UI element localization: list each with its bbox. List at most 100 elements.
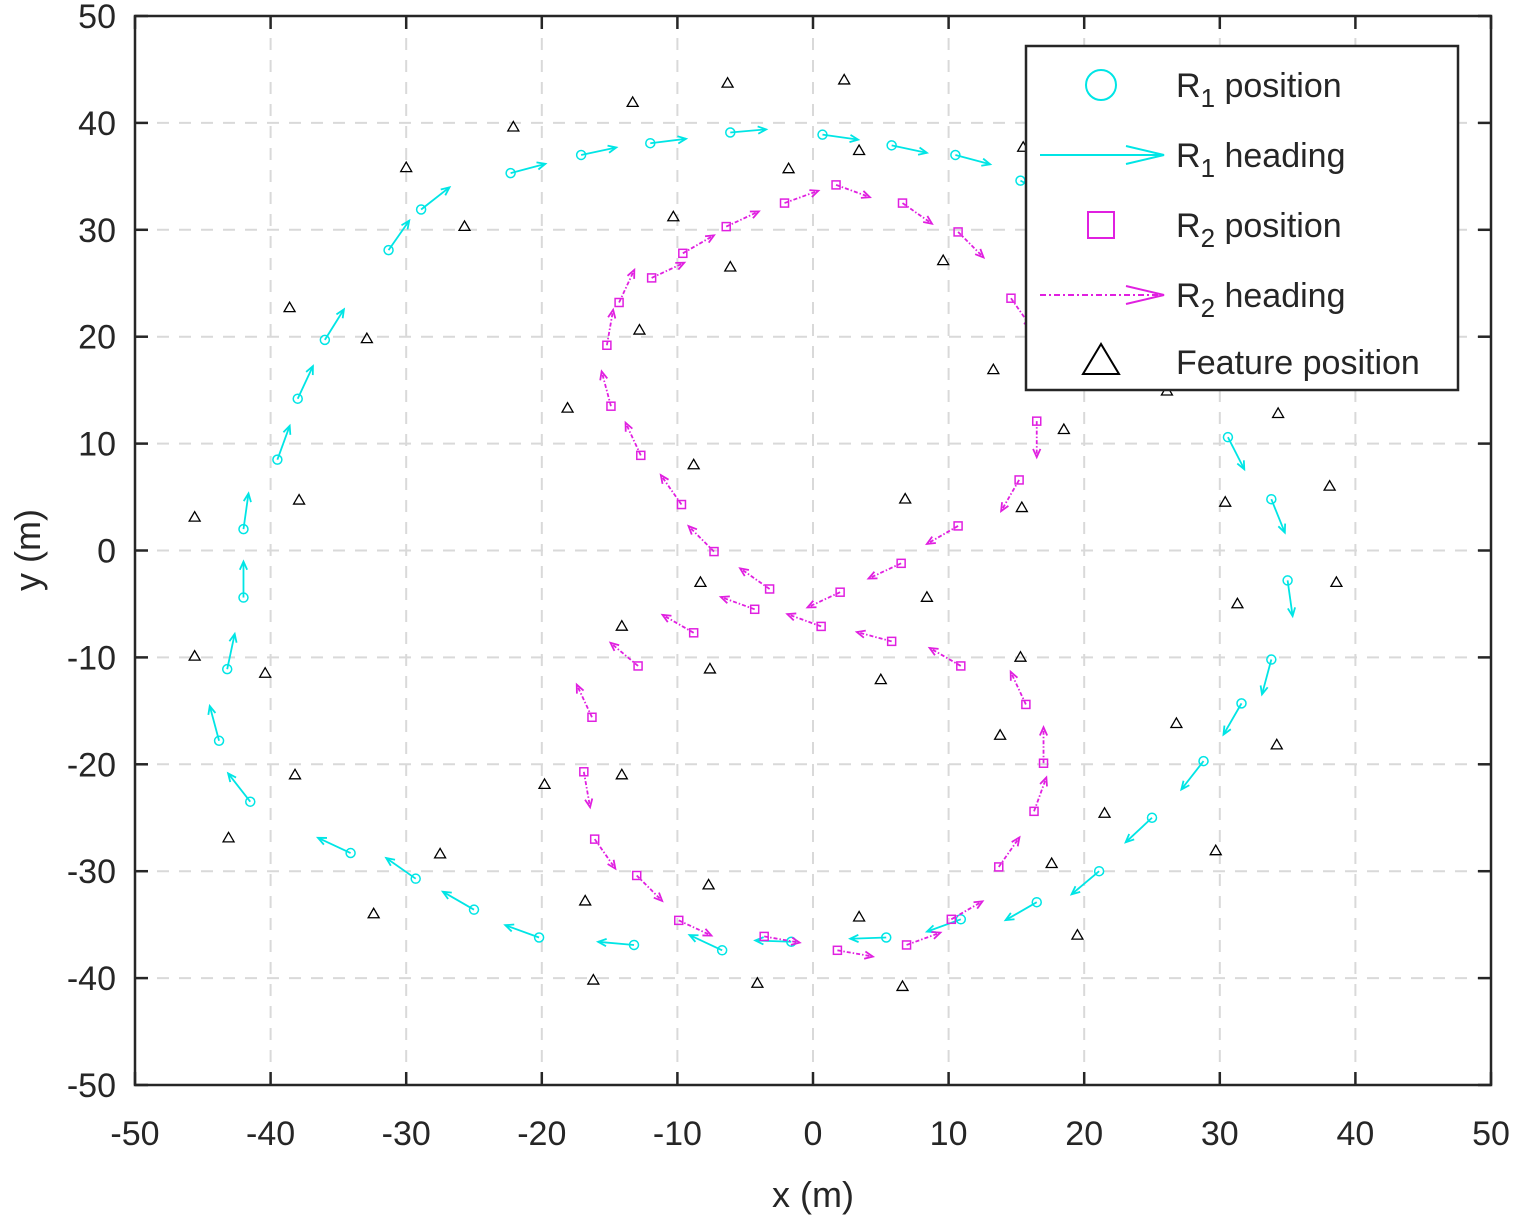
heading-arrow (650, 135, 689, 145)
y-tick-label: 40 (78, 105, 116, 143)
heading-arrow (950, 900, 985, 921)
feature-marker (367, 906, 381, 919)
heading-arrow (1124, 817, 1153, 844)
heading-arrow (595, 938, 635, 947)
r1-position-marker (1266, 493, 1277, 505)
heading-arrow (593, 838, 617, 871)
heading-arrow (738, 567, 771, 590)
legend-triangle-icon (1081, 342, 1121, 375)
r2-position-marker (1038, 758, 1049, 768)
y-tick-label: -50 (67, 1067, 116, 1105)
r1-position-marker (628, 939, 640, 951)
series-features (188, 73, 1344, 992)
feature-marker (399, 160, 413, 173)
r1-position-marker (272, 454, 283, 465)
feature-marker (874, 672, 888, 685)
heading-arrow (785, 612, 822, 628)
feature-marker (560, 401, 575, 413)
legend-label: Feature position (1176, 344, 1420, 382)
feature-marker (750, 976, 765, 988)
r1-position-marker (221, 663, 233, 675)
feature-marker (1218, 495, 1232, 507)
heading-arrow (854, 629, 892, 643)
heading-arrow (510, 161, 548, 175)
feature-marker (282, 300, 297, 313)
feature-marker (288, 767, 302, 780)
r2-position-marker (956, 661, 966, 671)
feature-marker (188, 510, 202, 522)
heading-arrow (599, 369, 612, 407)
r2-position-marker (764, 584, 775, 594)
r2-position-marker (1029, 806, 1039, 817)
feature-marker (632, 323, 647, 335)
heading-arrow (998, 835, 1021, 868)
feature-marker (781, 161, 796, 174)
r2-position-marker (633, 661, 643, 671)
feature-marker (1057, 422, 1071, 435)
x-tick-label: 0 (804, 1115, 823, 1153)
feature-marker (723, 260, 737, 272)
heading-arrow (580, 144, 619, 156)
heading-arrow (606, 307, 617, 346)
heading-arrow (784, 189, 821, 204)
r2-position-marker (589, 834, 600, 844)
heading-arrow (835, 184, 872, 199)
heading-arrow (575, 682, 593, 718)
r2-position-marker (678, 248, 688, 259)
feature-marker (537, 777, 552, 790)
heading-arrow (906, 931, 943, 946)
heading-arrow (651, 261, 687, 279)
r2-position-marker (614, 297, 624, 308)
legend-square-icon (1087, 211, 1115, 239)
r1-position-marker (238, 592, 249, 603)
feature-marker (506, 120, 520, 132)
feature-marker (292, 493, 306, 505)
y-tick-label: -10 (67, 639, 116, 677)
heading-arrow (1000, 479, 1020, 514)
heading-arrow (805, 591, 841, 609)
feature-marker (993, 728, 1007, 740)
heading-arrow (387, 218, 411, 251)
heading-arrow (682, 234, 716, 255)
heading-arrow (764, 935, 802, 946)
feature-marker (687, 457, 701, 470)
r1-position-marker (1146, 812, 1158, 823)
x-tick-label: -30 (382, 1115, 431, 1153)
y-tick-label: 50 (78, 0, 116, 36)
r1-position-marker (1282, 575, 1293, 586)
r2-position-marker (646, 273, 657, 283)
feature-marker (852, 910, 866, 922)
heading-arrow (1270, 498, 1287, 535)
r2-position-marker (1006, 293, 1016, 303)
heading-arrow (420, 185, 452, 211)
heading-arrow (503, 923, 540, 939)
y-tick-label: -20 (67, 746, 116, 784)
r2-position-marker (953, 521, 963, 531)
feature-marker (578, 894, 592, 906)
feature-marker (258, 666, 272, 678)
y-tick-label: 10 (78, 426, 116, 464)
heading-arrow (730, 125, 769, 135)
feature-marker (1323, 479, 1337, 491)
feature-marker (1230, 596, 1245, 609)
x-tick-label: 20 (1065, 1115, 1103, 1153)
x-axis-label: x (m) (772, 1174, 854, 1215)
heading-arrow (901, 202, 934, 225)
r1-position-marker (505, 167, 516, 179)
feature-marker (188, 649, 202, 661)
heading-arrow (1033, 775, 1048, 812)
heading-arrow (1286, 580, 1296, 619)
feature-marker (615, 619, 629, 631)
r2-position-marker (779, 198, 790, 208)
r2-position-marker (901, 940, 912, 950)
r2-position-marker (835, 587, 845, 597)
heading-arrow (242, 491, 252, 530)
r2-position-marker (994, 862, 1004, 872)
feature-marker (895, 979, 910, 992)
heading-arrow (687, 934, 723, 952)
feature-marker (615, 767, 629, 780)
r2-position-marker (587, 712, 597, 723)
heading-arrow (226, 631, 238, 670)
heading-arrow (384, 856, 417, 880)
